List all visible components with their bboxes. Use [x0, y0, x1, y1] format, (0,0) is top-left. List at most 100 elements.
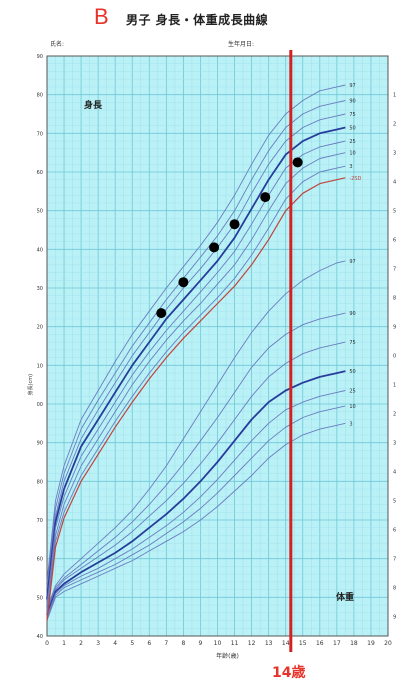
- x-tick-label: 10: [214, 640, 222, 647]
- height-curve-75: [46, 113, 346, 594]
- age-marker-label: 14歳: [272, 665, 306, 681]
- y-tick-label: 50: [37, 595, 43, 601]
- y-tick-label: 70: [37, 131, 43, 137]
- weight-curve-97: [46, 260, 346, 610]
- right-axis-label: 5: [393, 499, 396, 505]
- x-tick-label: 2: [79, 640, 83, 647]
- measurement-point: [292, 157, 303, 168]
- measurement-point: [229, 219, 240, 230]
- height-curve-90: [46, 100, 346, 588]
- measurement-point: [260, 192, 271, 203]
- right-axis-label: 3: [393, 151, 396, 157]
- measurement-point: [209, 242, 220, 253]
- y-tick-label: 90: [37, 54, 43, 60]
- x-tick-label: 0: [45, 640, 49, 647]
- x-tick-label: 1: [62, 640, 66, 647]
- x-tick-label: 9: [199, 640, 203, 647]
- y-tick-label: 40: [37, 634, 43, 640]
- y-tick-label: 80: [37, 93, 43, 99]
- height-curve-3: [46, 165, 346, 617]
- measurement-point: [156, 308, 167, 319]
- y-tick-label: 30: [37, 286, 43, 292]
- y-tick-label: 80: [37, 479, 43, 485]
- name-label: 氏名:: [50, 41, 65, 48]
- right-axis-label: 3: [393, 441, 396, 447]
- right-axis-label: 4: [393, 180, 396, 186]
- y-tick-label: 10: [37, 363, 43, 369]
- height-curve-label: 75: [349, 112, 355, 118]
- x-tick-label: 4: [113, 640, 117, 647]
- weight-curve-75: [46, 341, 346, 613]
- height-curve-label: 97: [349, 83, 355, 89]
- weight-curve-label: 10: [349, 404, 355, 410]
- weight-curve-90: [46, 312, 346, 612]
- weight-curve-3: [46, 422, 346, 621]
- x-tick-label: 16: [316, 640, 324, 647]
- x-tick-label: 19: [367, 640, 375, 647]
- x-tick-label: 3: [96, 640, 100, 647]
- x-tick-label: 14: [282, 640, 290, 647]
- height-curve-label: 25: [349, 139, 355, 145]
- y-tick-label: 60: [37, 557, 43, 563]
- height-curve--2SD: [46, 177, 346, 621]
- right-axis-label: 6: [393, 238, 396, 244]
- right-axis-label: 7: [393, 267, 396, 273]
- dob-label: 生年月日:: [228, 41, 255, 48]
- x-tick-label: 11: [231, 640, 239, 647]
- weight-curve-25: [46, 390, 346, 617]
- right-axis-label: 2: [393, 122, 396, 128]
- right-axis-label: 1: [393, 93, 396, 99]
- chart-letter-b: B: [94, 4, 109, 29]
- y-tick-label: 20: [37, 325, 43, 331]
- weight-curve-label: 90: [349, 311, 355, 317]
- height-panel-label: 身長: [84, 99, 103, 111]
- y-tick-label: 70: [37, 518, 43, 524]
- right-axis-label: 2: [393, 412, 396, 418]
- measurement-point: [178, 277, 189, 288]
- plot-border: [46, 55, 389, 637]
- x-tick-label: 17: [333, 640, 341, 647]
- weight-curve-label: 75: [349, 340, 355, 346]
- x-tick-label: 13: [265, 640, 273, 647]
- right-axis-label: 0: [393, 354, 396, 360]
- x-tick-label: 12: [248, 640, 256, 647]
- weight-curve-10: [46, 405, 346, 619]
- right-axis-label: 8: [393, 296, 396, 302]
- right-axis-label: 6: [393, 528, 396, 534]
- x-tick-label: 5: [130, 640, 134, 647]
- x-axis-label: 年齢(歳): [216, 652, 239, 660]
- right-axis-label: 7: [393, 557, 396, 563]
- weight-panel-label: 体重: [336, 591, 354, 603]
- x-tick-label: 8: [181, 640, 185, 647]
- x-tick-label: 15: [299, 640, 307, 647]
- x-tick-label: 6: [147, 640, 151, 647]
- height-curve-label: 90: [349, 98, 355, 104]
- weight-curve-label: 50: [349, 369, 355, 375]
- x-tick-label: 18: [350, 640, 358, 647]
- right-axis-label: 9: [393, 325, 396, 331]
- y-axis-label: 身長(cm): [27, 374, 34, 396]
- height-curve-10: [46, 152, 346, 611]
- weight-curve-50: [46, 370, 346, 616]
- height-curve-label: -2SD: [349, 176, 361, 182]
- chart-title: 男子 身長・体重成長曲線: [126, 13, 269, 27]
- height-curve-50: [46, 126, 346, 600]
- y-tick-label: 90: [37, 441, 43, 447]
- height-curve-97: [46, 84, 346, 582]
- right-axis-label: 1: [393, 383, 396, 389]
- right-axis-label: 4: [393, 470, 396, 476]
- y-tick-label: 60: [37, 170, 43, 176]
- weight-curve-label: 97: [349, 259, 355, 265]
- y-tick-label: 00: [37, 402, 43, 408]
- height-curve-25: [46, 140, 346, 606]
- right-axis-label: 8: [393, 586, 396, 592]
- x-tick-label: 7: [164, 640, 168, 647]
- height-curve-label: 10: [349, 151, 355, 157]
- right-axis-label: 9: [393, 615, 396, 621]
- x-tick-label: 20: [384, 640, 392, 647]
- weight-curve-label: 25: [349, 388, 355, 394]
- y-tick-label: 40: [37, 247, 43, 253]
- y-tick-label: 50: [37, 209, 43, 215]
- height-curve-label: 50: [349, 126, 355, 132]
